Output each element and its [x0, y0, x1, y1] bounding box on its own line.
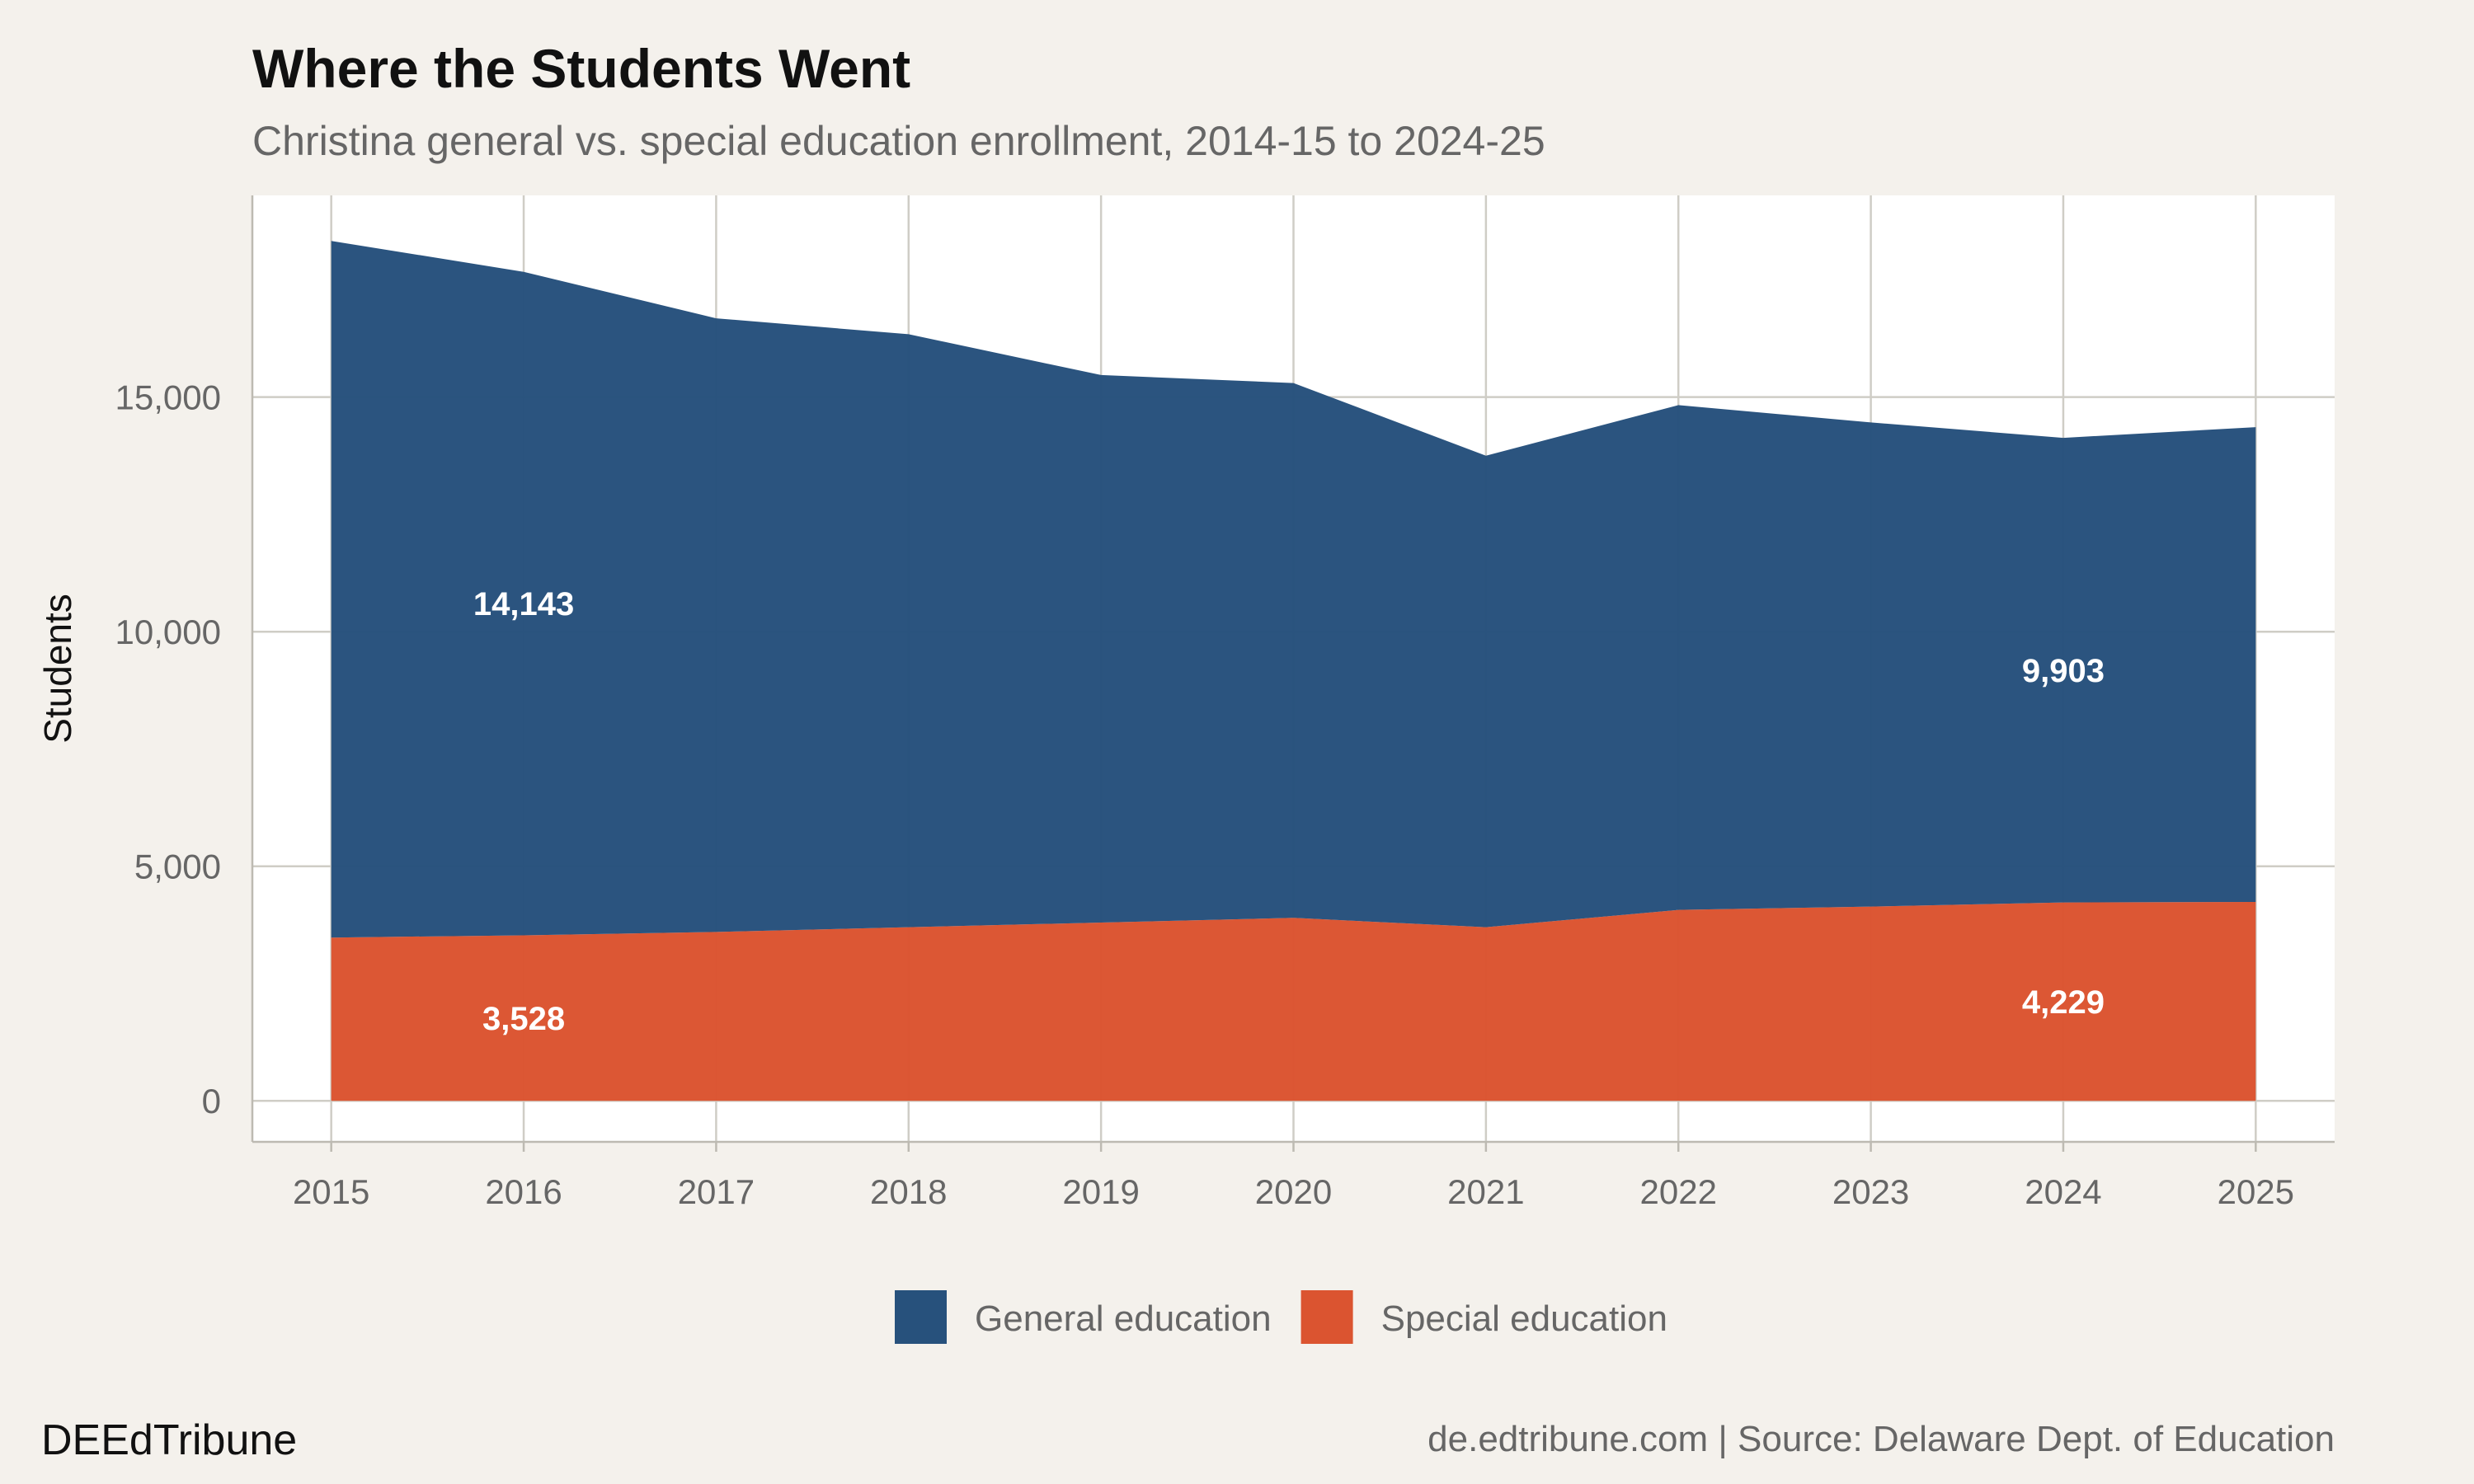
data-label: 14,143: [473, 586, 574, 622]
x-tick-label: 2020: [1255, 1172, 1332, 1211]
x-tick-label: 2021: [1447, 1172, 1524, 1211]
legend-swatch: [895, 1290, 947, 1344]
data-label: 3,528: [482, 1001, 565, 1037]
x-tick-label: 2023: [1832, 1172, 1909, 1211]
data-label: 9,903: [2022, 653, 2105, 689]
x-tick-label: 2017: [678, 1172, 755, 1211]
y-tick-label: 10,000: [115, 613, 221, 651]
y-axis-label: Students: [36, 594, 79, 744]
x-tick-label: 2016: [485, 1172, 562, 1211]
x-tick-label: 2024: [2025, 1172, 2101, 1211]
x-tick-label: 2015: [293, 1172, 369, 1211]
x-tick-label: 2018: [870, 1172, 947, 1211]
legend-label: General education: [975, 1298, 1272, 1339]
x-tick-label: 2025: [2218, 1172, 2294, 1211]
footer-source: de.edtribune.com | Source: Delaware Dept…: [1427, 1419, 2335, 1459]
area: [331, 901, 2256, 1101]
chart-title: Where the Students Went: [252, 38, 910, 99]
y-tick-label: 5,000: [134, 848, 221, 886]
x-tick-label: 2022: [1640, 1172, 1717, 1211]
legend-swatch: [1300, 1290, 1353, 1344]
chart-subtitle: Christina general vs. special education …: [252, 118, 1545, 164]
footer-brand: DEEdTribune: [41, 1416, 297, 1464]
y-tick-label: 0: [202, 1082, 221, 1120]
data-label: 4,229: [2022, 984, 2105, 1021]
legend-label: Special education: [1381, 1298, 1667, 1339]
x-tick-label: 2019: [1062, 1172, 1139, 1211]
y-tick-label: 15,000: [115, 378, 221, 417]
area: [331, 241, 2256, 938]
